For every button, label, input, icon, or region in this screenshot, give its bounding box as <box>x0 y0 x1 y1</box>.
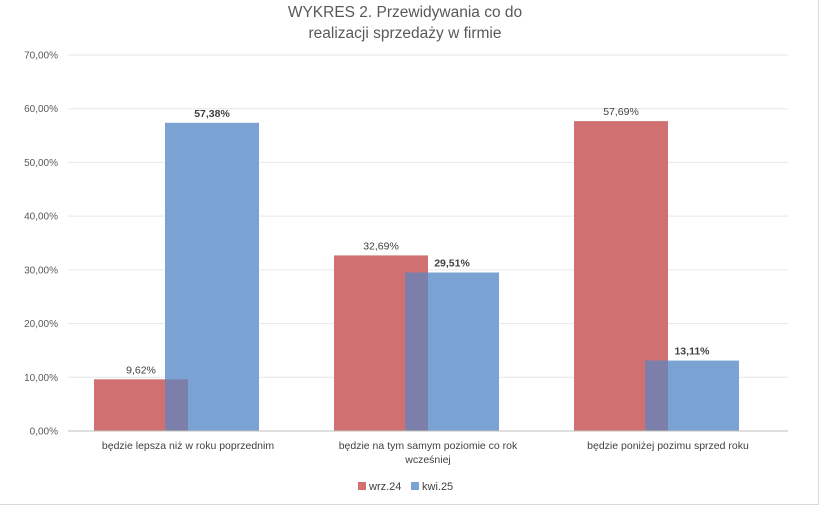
y-tick-label: 30,00% <box>24 265 58 276</box>
data-label-kwi25-0: 57,38% <box>194 108 230 120</box>
y-tick-label: 10,00% <box>24 373 58 384</box>
data-label-wrz24-2: 57,69% <box>603 106 639 118</box>
y-tick-label: 60,00% <box>24 104 58 115</box>
x-category-label: będzie poniżej pozimu sprzed roku <box>587 440 749 452</box>
y-tick-label: 40,00% <box>24 212 58 223</box>
x-axis: będzie lepsza niż w roku poprzednim będzi… <box>68 430 788 466</box>
data-label-kwi25-2: 13,11% <box>674 346 710 358</box>
y-tick-label: 50,00% <box>24 158 58 169</box>
legend-label-kwi25: kwi.25 <box>422 481 453 493</box>
legend-label-wrz24: wrz.24 <box>368 481 401 493</box>
y-tick-label: 0,00% <box>30 427 58 438</box>
legend: wrz.24 kwi.25 <box>358 481 453 493</box>
data-label-wrz24-1: 32,69% <box>363 240 399 252</box>
chart-title: WYKRES 2. Przewidywania co do realizacji… <box>288 4 522 42</box>
y-axis-ticks: 0,00% 10,00% 20,00% 30,00% 40,00% 50,00% 60,00… <box>24 51 58 438</box>
x-category-label: wcześniej <box>404 454 451 466</box>
x-category-label: będzie lepsza niż w roku poprzednim <box>102 440 274 452</box>
bars <box>94 121 739 432</box>
bar-overlap-2 <box>645 360 668 431</box>
bar-overlap-0 <box>165 379 188 431</box>
legend-swatch-wrz24 <box>358 482 366 490</box>
data-label-wrz24-0: 9,62% <box>126 364 156 376</box>
data-labels: 9,62% 57,38% 32,69% 29,51% 57,69% 13,11% <box>126 106 710 376</box>
y-tick-label: 70,00% <box>24 51 58 62</box>
chart-title-line-1: WYKRES 2. Przewidywania co do <box>288 4 522 21</box>
data-label-kwi25-1: 29,51% <box>434 257 470 269</box>
y-tick-label: 20,00% <box>24 319 58 330</box>
bar-overlap-1 <box>405 272 428 431</box>
x-category-label: będzie na tym samym poziomie co rok <box>339 440 518 452</box>
legend-swatch-kwi25 <box>411 482 419 490</box>
chart-title-line-2: realizacji sprzedaży w firmie <box>309 25 502 42</box>
